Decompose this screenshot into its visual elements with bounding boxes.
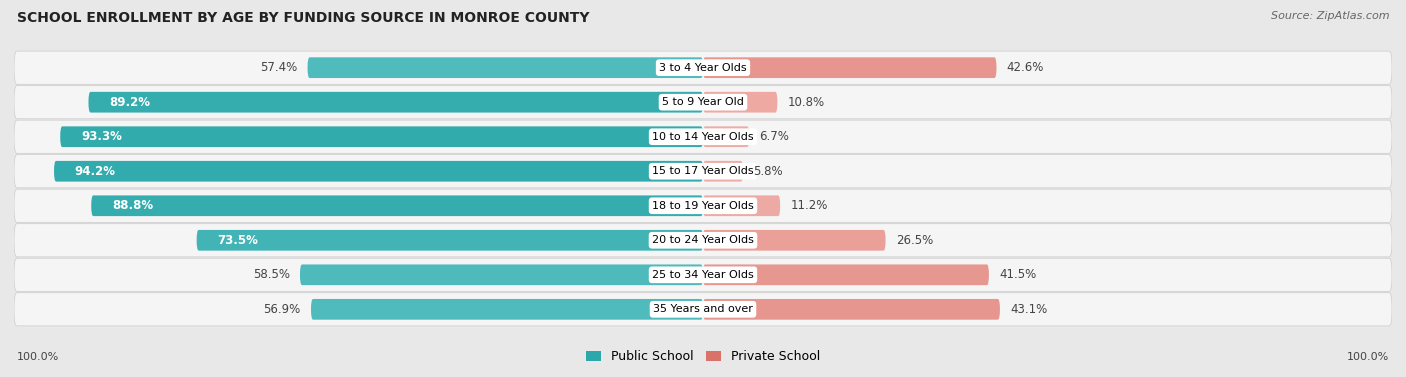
Text: 73.5%: 73.5% <box>218 234 259 247</box>
FancyBboxPatch shape <box>308 57 703 78</box>
FancyBboxPatch shape <box>311 299 703 320</box>
FancyBboxPatch shape <box>14 120 1392 153</box>
Text: 88.8%: 88.8% <box>112 199 153 212</box>
Text: 15 to 17 Year Olds: 15 to 17 Year Olds <box>652 166 754 176</box>
Text: 10.8%: 10.8% <box>787 96 825 109</box>
FancyBboxPatch shape <box>14 189 1392 222</box>
Text: 20 to 24 Year Olds: 20 to 24 Year Olds <box>652 235 754 245</box>
Text: 5 to 9 Year Old: 5 to 9 Year Old <box>662 97 744 107</box>
Text: 26.5%: 26.5% <box>896 234 934 247</box>
FancyBboxPatch shape <box>703 92 778 113</box>
FancyBboxPatch shape <box>91 195 703 216</box>
Text: 43.1%: 43.1% <box>1011 303 1047 316</box>
FancyBboxPatch shape <box>703 195 780 216</box>
FancyBboxPatch shape <box>197 230 703 251</box>
Text: 57.4%: 57.4% <box>260 61 297 74</box>
Text: 41.5%: 41.5% <box>1000 268 1036 281</box>
Text: SCHOOL ENROLLMENT BY AGE BY FUNDING SOURCE IN MONROE COUNTY: SCHOOL ENROLLMENT BY AGE BY FUNDING SOUR… <box>17 11 589 25</box>
FancyBboxPatch shape <box>703 161 742 182</box>
FancyBboxPatch shape <box>14 293 1392 326</box>
Text: 3 to 4 Year Olds: 3 to 4 Year Olds <box>659 63 747 73</box>
Text: 56.9%: 56.9% <box>263 303 301 316</box>
Text: 93.3%: 93.3% <box>82 130 122 143</box>
FancyBboxPatch shape <box>14 51 1392 84</box>
FancyBboxPatch shape <box>703 126 749 147</box>
Text: 5.8%: 5.8% <box>754 165 783 178</box>
FancyBboxPatch shape <box>14 224 1392 257</box>
Text: 6.7%: 6.7% <box>759 130 789 143</box>
Text: 58.5%: 58.5% <box>253 268 290 281</box>
FancyBboxPatch shape <box>89 92 703 113</box>
Text: 10 to 14 Year Olds: 10 to 14 Year Olds <box>652 132 754 142</box>
Text: 100.0%: 100.0% <box>17 352 59 362</box>
FancyBboxPatch shape <box>60 126 703 147</box>
FancyBboxPatch shape <box>299 264 703 285</box>
FancyBboxPatch shape <box>703 230 886 251</box>
FancyBboxPatch shape <box>53 161 703 182</box>
Text: Source: ZipAtlas.com: Source: ZipAtlas.com <box>1271 11 1389 21</box>
FancyBboxPatch shape <box>14 258 1392 291</box>
FancyBboxPatch shape <box>703 299 1000 320</box>
FancyBboxPatch shape <box>703 264 988 285</box>
Text: 89.2%: 89.2% <box>110 96 150 109</box>
Text: 42.6%: 42.6% <box>1007 61 1045 74</box>
FancyBboxPatch shape <box>14 155 1392 188</box>
Text: 11.2%: 11.2% <box>790 199 828 212</box>
Text: 94.2%: 94.2% <box>75 165 115 178</box>
Text: 35 Years and over: 35 Years and over <box>652 304 754 314</box>
Text: 25 to 34 Year Olds: 25 to 34 Year Olds <box>652 270 754 280</box>
Text: 18 to 19 Year Olds: 18 to 19 Year Olds <box>652 201 754 211</box>
FancyBboxPatch shape <box>703 57 997 78</box>
FancyBboxPatch shape <box>14 86 1392 119</box>
Legend: Public School, Private School: Public School, Private School <box>581 345 825 368</box>
Text: 100.0%: 100.0% <box>1347 352 1389 362</box>
